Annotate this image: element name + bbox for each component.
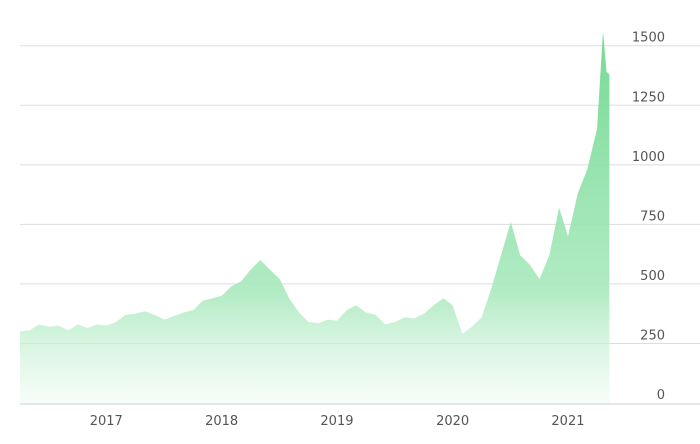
y-tick-label: 1000 (632, 150, 665, 165)
price-area-series (20, 31, 610, 404)
x-tick-label: 2017 (90, 414, 123, 429)
y-axis-tick-labels: 0 250 500 750 1000 1250 1500 (632, 31, 665, 403)
x-axis-tick-labels: 2017 2018 2019 2020 2021 (90, 414, 585, 429)
y-tick-label: 1250 (632, 90, 665, 105)
y-tick-label: 0 (657, 388, 665, 403)
x-tick-label: 2020 (436, 414, 469, 429)
x-tick-label: 2018 (205, 414, 238, 429)
y-tick-label: 250 (640, 328, 665, 343)
y-tick-label: 750 (640, 209, 665, 224)
y-tick-label: 1500 (632, 31, 665, 46)
y-tick-label: 500 (640, 269, 665, 284)
x-tick-label: 2019 (320, 414, 353, 429)
x-tick-label: 2021 (551, 414, 584, 429)
